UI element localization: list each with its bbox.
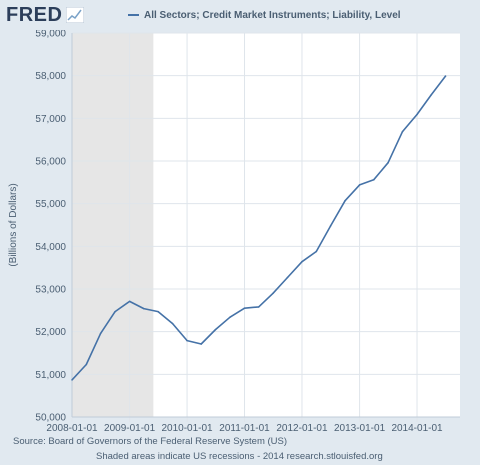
data-point <box>358 184 361 186</box>
data-point <box>85 363 88 366</box>
data-point <box>444 75 447 77</box>
x-tick-label: 2010-01-01 <box>161 423 213 434</box>
y-tick-label: 50,000 <box>35 413 66 424</box>
source-note: Source: Board of Governors of the Federa… <box>13 436 288 447</box>
y-tick-label: 57,000 <box>35 114 66 125</box>
y-tick-label: 59,000 <box>35 30 66 40</box>
x-tick-label: 2014-01-01 <box>391 423 443 434</box>
data-point <box>243 307 246 310</box>
y-tick-label: 54,000 <box>35 242 66 253</box>
y-tick-label: 58,000 <box>35 71 66 82</box>
data-point <box>272 292 274 295</box>
data-point <box>387 161 389 164</box>
fred-logo[interactable]: FRED <box>6 4 63 26</box>
legend-swatch <box>128 14 139 16</box>
data-point <box>229 316 231 318</box>
data-point <box>114 310 116 313</box>
data-point <box>128 300 131 303</box>
data-point <box>142 307 145 310</box>
x-tick-label: 2009-01-01 <box>104 423 156 434</box>
data-point <box>257 306 260 308</box>
x-tick-label: 2013-01-01 <box>334 423 386 434</box>
y-tick-label: 56,000 <box>35 157 66 168</box>
data-point <box>200 343 203 345</box>
recession-shade <box>72 33 154 417</box>
y-tick-label: 53,000 <box>35 285 66 296</box>
y-tick-label: 51,000 <box>35 370 66 381</box>
recession-note: Shaded areas indicate US recessions - 20… <box>96 451 383 462</box>
data-point <box>286 276 289 279</box>
x-tick-label: 2011-01-01 <box>219 423 270 434</box>
y-tick-label: 52,000 <box>35 327 66 338</box>
data-point <box>401 130 404 133</box>
data-point <box>329 225 332 227</box>
data-point <box>99 332 102 335</box>
data-point <box>416 113 418 116</box>
trend-line-icon <box>66 7 84 23</box>
chart-header: FRED All Sectors; Credit Market Instrume… <box>0 0 480 30</box>
data-point <box>301 260 303 263</box>
y-axis-label: (Billions of Dollars) <box>8 183 19 266</box>
data-point <box>157 310 159 313</box>
chart-legend: All Sectors; Credit Market Instruments; … <box>128 7 401 23</box>
data-point <box>214 328 217 331</box>
x-tick-label: 2012-01-01 <box>276 423 328 434</box>
x-tick-label: 2008-01-01 <box>46 423 98 434</box>
data-point <box>71 379 73 381</box>
data-point <box>186 339 188 342</box>
data-point <box>171 322 174 325</box>
data-point <box>315 250 318 253</box>
data-point <box>344 199 346 202</box>
legend-label: All Sectors; Credit Market Instruments; … <box>144 9 401 21</box>
y-tick-label: 55,000 <box>35 199 66 210</box>
data-point <box>372 178 375 181</box>
data-point <box>430 94 432 96</box>
line-chart: 50,000 51,000 52,000 53,000 54,000 55,000 56,0… <box>8 30 460 434</box>
